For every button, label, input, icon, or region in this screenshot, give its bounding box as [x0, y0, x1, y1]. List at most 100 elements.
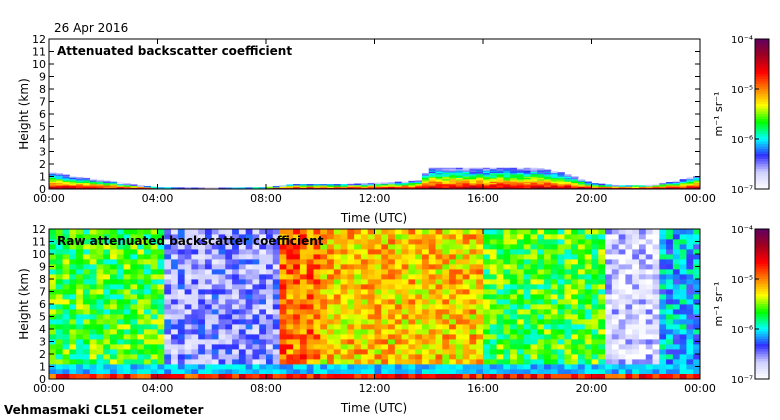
heatmap-cell — [157, 349, 165, 355]
heatmap-cell — [198, 259, 206, 265]
heatmap-cell — [252, 187, 260, 189]
heatmap-cell — [489, 184, 497, 186]
heatmap-cell — [333, 274, 341, 280]
heatmap-cell — [69, 349, 77, 355]
heatmap-cell — [232, 299, 240, 305]
heatmap-cell — [632, 249, 640, 255]
heatmap-cell — [327, 314, 335, 320]
heatmap-cell — [686, 234, 694, 240]
heatmap-cell — [184, 274, 192, 280]
heatmap-cell — [483, 186, 491, 189]
heatmap-cell — [428, 186, 436, 189]
heatmap-cell — [408, 185, 416, 187]
heatmap-cell — [347, 369, 355, 375]
heatmap-cell — [191, 359, 199, 365]
heatmap-cell — [686, 239, 694, 245]
heatmap-cell — [679, 324, 687, 330]
heatmap-cell — [374, 294, 382, 300]
heatmap-cell — [76, 186, 84, 189]
heatmap-cell — [381, 329, 389, 335]
heatmap-cell — [62, 344, 70, 350]
colorbar-swatch — [755, 159, 769, 162]
heatmap-cell — [313, 244, 321, 250]
heatmap-cell — [245, 329, 253, 335]
heatmap-cell — [516, 329, 525, 335]
heatmap-cell — [374, 185, 382, 187]
heatmap-cell — [299, 349, 308, 355]
heatmap-cell — [198, 374, 206, 379]
heatmap-cell — [157, 339, 165, 345]
heatmap-cell — [204, 264, 213, 270]
heatmap-cell — [299, 309, 308, 315]
heatmap-cell — [299, 229, 308, 235]
heatmap-cell — [360, 349, 369, 355]
heatmap-cell — [62, 254, 70, 260]
heatmap-cell — [523, 359, 531, 365]
heatmap-cell — [394, 234, 403, 240]
heatmap-cell — [245, 334, 253, 340]
heatmap-cell — [232, 319, 240, 325]
heatmap-cell — [598, 349, 606, 355]
heatmap-cell — [49, 234, 57, 240]
heatmap-cell — [211, 229, 219, 235]
heatmap-cell — [374, 344, 382, 350]
heatmap-cell — [137, 374, 145, 379]
heatmap-cell — [435, 319, 443, 325]
heatmap-cell — [198, 329, 206, 335]
colorbar-swatch — [755, 341, 769, 345]
heatmap-cell — [557, 184, 565, 186]
x-tick-label: 00:00 — [684, 382, 716, 395]
heatmap-cell — [421, 279, 430, 285]
heatmap-cell — [530, 234, 538, 240]
heatmap-cell — [476, 334, 484, 340]
heatmap-cell — [360, 183, 369, 185]
heatmap-cell — [516, 344, 525, 350]
heatmap-cell — [333, 329, 341, 335]
heatmap-cell — [645, 309, 653, 315]
heatmap-cell — [496, 299, 504, 305]
heatmap-cell — [421, 284, 430, 290]
heatmap-cell — [476, 259, 484, 265]
heatmap-cell — [266, 229, 274, 235]
heatmap-cell — [388, 254, 396, 260]
heatmap-cell — [638, 284, 647, 290]
heatmap-cell — [666, 319, 674, 325]
heatmap-cell — [652, 269, 660, 275]
heatmap-cell — [49, 181, 57, 184]
heatmap-cell — [313, 319, 321, 325]
heatmap-cell — [62, 354, 70, 360]
heatmap-cell — [340, 319, 348, 325]
heatmap-cell — [143, 279, 152, 285]
heatmap-cell — [550, 314, 558, 320]
heatmap-cell — [137, 314, 145, 320]
heatmap-cell — [435, 359, 443, 365]
heatmap-cell — [557, 244, 565, 250]
heatmap-cell — [489, 167, 497, 170]
heatmap-cell — [408, 249, 416, 255]
heatmap-cell — [550, 259, 558, 265]
heatmap-cell — [523, 344, 531, 350]
heatmap-cell — [218, 314, 226, 320]
heatmap-cell — [666, 264, 674, 270]
heatmap-cell — [489, 354, 497, 360]
heatmap-cell — [272, 269, 280, 275]
heatmap-cell — [516, 364, 525, 370]
heatmap-cell — [469, 294, 477, 300]
heatmap-cell — [693, 244, 701, 250]
heatmap-cell — [496, 264, 504, 270]
heatmap-cell — [82, 299, 91, 305]
heatmap-cell — [82, 324, 91, 330]
heatmap-cell — [49, 354, 57, 360]
heatmap-cell — [259, 294, 267, 300]
heatmap-cell — [544, 324, 552, 330]
heatmap-cell — [537, 274, 545, 280]
colorbar-swatch — [755, 299, 769, 302]
heatmap-cell — [320, 299, 328, 305]
heatmap-cell — [266, 314, 274, 320]
heatmap-cell — [537, 334, 545, 340]
heatmap-cell — [571, 269, 579, 275]
colorbar-swatch — [755, 256, 769, 260]
heatmap-cell — [89, 304, 97, 310]
heatmap-cell — [401, 186, 409, 189]
heatmap-cell — [550, 289, 558, 295]
